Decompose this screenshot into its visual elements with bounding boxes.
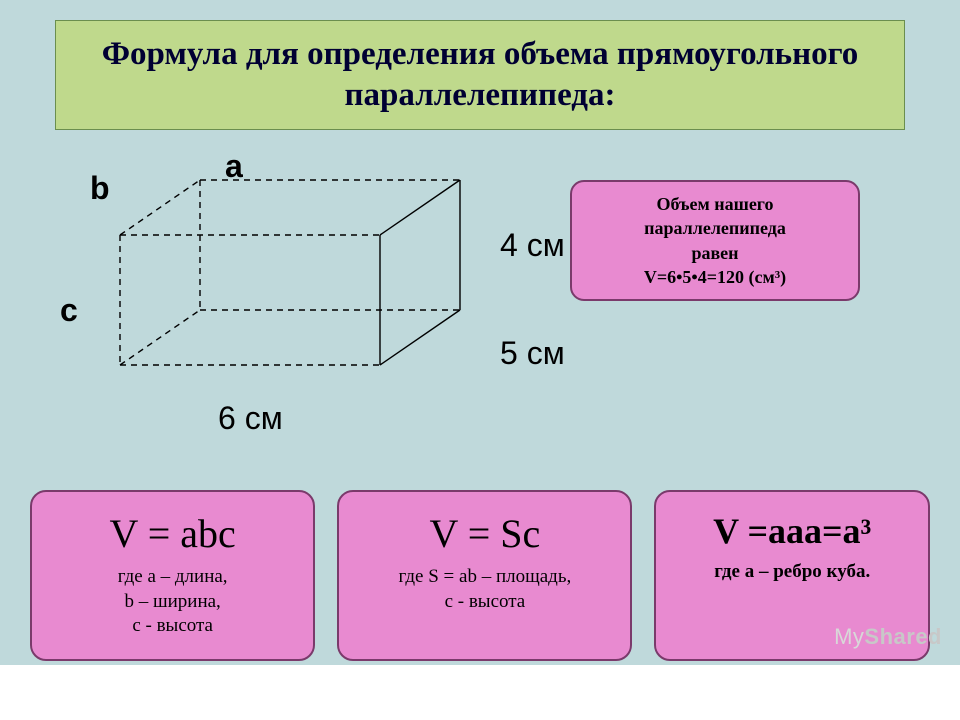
cuboid-diagram [50,160,490,435]
formula-sub: где а – длина,b – ширина,с - высота [118,565,228,639]
formula-card-2: V = Sc где S = ab – площадь,с - высота [337,490,632,661]
watermark-bold: Shared [864,624,942,649]
formula-main: V = Sc [430,510,541,557]
label-c: c [60,292,78,329]
label-a: a [225,148,243,185]
formula-row: V = abc где а – длина,b – ширина,с - высо… [30,490,930,661]
callout-l3: равен [586,241,844,265]
dim-height: 4 см [500,227,565,264]
title-text: Формула для определения объема прямоугол… [86,34,874,117]
dim-length: 6 см [218,400,283,437]
watermark: MyShared [834,624,942,650]
cuboid-svg [50,160,490,435]
formula-card-1: V = abc где а – длина,b – ширина,с - высо… [30,490,315,661]
title-box: Формула для определения объема прямоугол… [55,20,905,130]
callout-l1: Объем нашего [586,192,844,216]
bottom-strip [0,665,960,720]
dim-width: 5 см [500,335,565,372]
formula-sub: где S = ab – площадь,с - высота [399,565,572,614]
callout-l4: V=6•5•4=120 (см³) [586,265,844,289]
formula-main: V =aaa=a³ [713,510,871,552]
volume-callout: Объем нашего параллелепипеда равен V=6•5… [570,180,860,301]
watermark-pre: My [834,624,864,649]
label-b: b [90,170,110,207]
formula-sub: где а – ребро куба. [714,560,870,585]
formula-main: V = abc [110,510,236,557]
callout-l2: параллелепипеда [586,216,844,240]
